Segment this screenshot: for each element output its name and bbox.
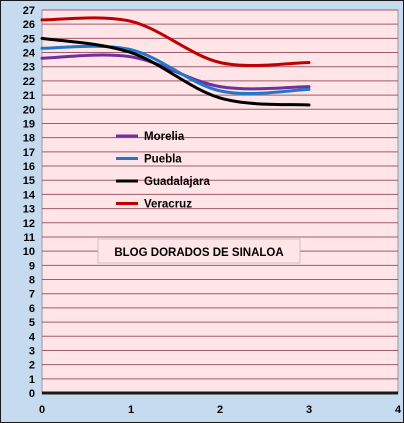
y-tick-label: 12 — [23, 218, 35, 230]
y-tick-label: 10 — [23, 246, 35, 258]
y-tick-label: 5 — [29, 317, 35, 329]
legend: Morelia Puebla Guadalajara Veracruz — [116, 131, 210, 211]
annotation-frame — [97, 238, 301, 264]
y-tick-label: 0 — [29, 388, 35, 400]
y-axis-tick-labels: 0123456789101112131415161718192021222324… — [23, 5, 36, 400]
y-tick-label: 13 — [23, 204, 35, 216]
annotation-box: BLOG DORADOS DE SINALOA — [97, 238, 301, 264]
y-tick-label: 15 — [23, 175, 35, 187]
y-tick-label: 11 — [23, 232, 35, 244]
annotation-text: BLOG DORADOS DE SINALOA — [114, 247, 283, 259]
y-tick-label: 2 — [29, 360, 35, 372]
x-tick-label: 3 — [306, 404, 312, 416]
legend-label-morelia: Morelia — [144, 131, 185, 143]
x-tick-label: 1 — [128, 404, 134, 416]
y-tick-label: 21 — [23, 90, 35, 102]
legend-label-guadalajara: Guadalajara — [144, 176, 210, 188]
y-tick-label: 17 — [23, 147, 35, 159]
legend-label-veracruz: Veracruz — [144, 199, 192, 211]
x-axis-tick-labels: 0 1 2 3 4 — [39, 404, 402, 416]
y-tick-label: 26 — [23, 19, 35, 31]
y-tick-label: 25 — [23, 33, 35, 45]
y-tick-label: 1 — [29, 374, 35, 386]
x-tick-label: 4 — [395, 404, 402, 416]
y-tick-label: 8 — [29, 275, 35, 287]
legend-label-puebla: Puebla — [144, 154, 182, 166]
y-tick-label: 4 — [29, 331, 36, 343]
y-tick-label: 14 — [23, 189, 36, 201]
series-lines — [40, 16, 311, 107]
y-tick-label: 19 — [23, 118, 35, 130]
y-tick-label: 24 — [23, 48, 36, 60]
y-tick-label: 22 — [23, 76, 35, 88]
series-line-puebla — [40, 44, 311, 96]
y-tick-label: 6 — [29, 303, 35, 315]
y-tick-label: 9 — [29, 260, 35, 272]
y-tick-label: 7 — [29, 289, 35, 301]
y-tick-label: 3 — [29, 345, 35, 357]
series-line-veracruz — [40, 16, 311, 67]
series-line-guadalajara — [40, 36, 311, 107]
y-tick-label: 23 — [23, 62, 35, 74]
x-tick-label: 0 — [39, 404, 45, 416]
y-tick-label: 18 — [23, 133, 35, 145]
y-tick-label: 20 — [23, 104, 35, 116]
x-tick-label: 2 — [217, 404, 223, 416]
plot-area — [41, 9, 399, 394]
y-tick-label: 27 — [23, 5, 35, 17]
y-tick-label: 16 — [23, 161, 35, 173]
